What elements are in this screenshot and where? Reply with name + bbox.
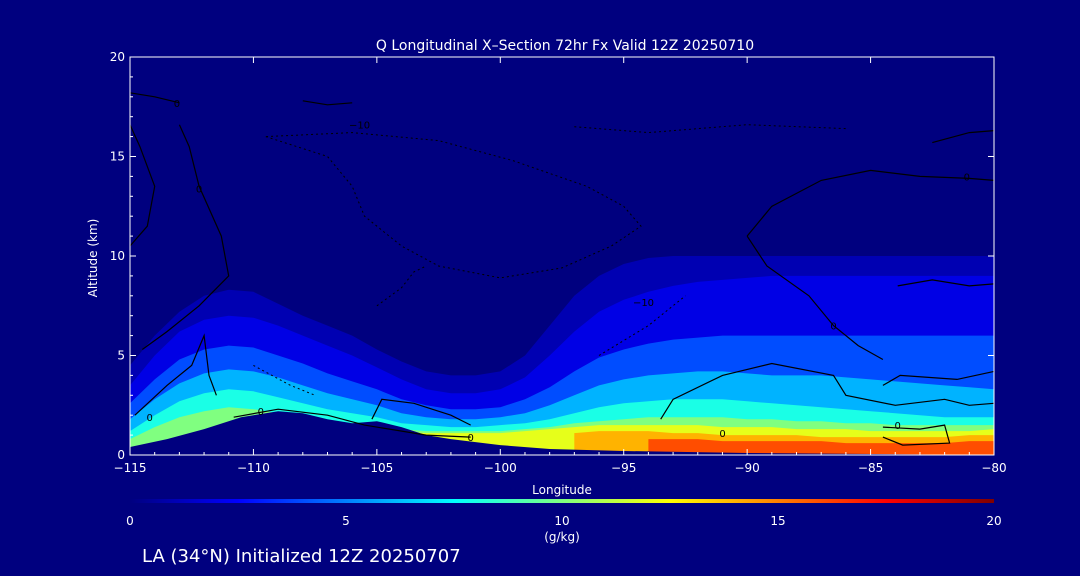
terrain [130,411,994,455]
contour-solid [134,333,217,416]
contour-solid [882,370,995,386]
chart-title: Q Longitudinal X–Section 72hr Fx Valid 1… [376,38,754,54]
contour-label: 0 [258,407,264,418]
contour-solid [882,424,951,446]
contour-label: 0 [830,322,836,333]
contour-solid [141,124,230,350]
contour-solid [746,169,995,237]
x-tick-label: −115 [114,461,147,475]
colorbar [130,499,994,503]
colorbar-tick-label: 5 [342,514,350,528]
contour-label: −10 [349,121,370,132]
contour-solid [932,130,995,144]
contour-label: 0 [719,429,725,440]
y-tick-label: 0 [117,448,125,462]
contour-solid [129,124,156,247]
colorbar-tick-label: 10 [554,514,569,528]
contour-solid [897,279,995,287]
y-tick-label: 5 [117,349,125,363]
y-axis-label: Altitude (km) [86,219,100,298]
contour-label: 0 [174,99,180,110]
contour-solid [371,398,471,426]
contour-labels: 0 0 0 0 0 0 0 0 0 −10 −10 [147,99,970,444]
colorbar-ticks: 0 5 10 15 20 [126,514,1001,528]
x-tick-label: −95 [611,461,636,475]
contour-solid [302,100,353,106]
y-tick-label: 10 [110,249,125,263]
x-tick-label: −90 [734,461,759,475]
y-axis-ticks: 0 5 10 15 20 [110,50,994,462]
contour-dashed [376,265,427,307]
contour-dashed [265,132,642,279]
x-tick-label: −80 [981,461,1006,475]
colorbar-label: (g/kg) [544,530,580,544]
x-axis-ticks: −115 −110 −105 −100 −95 −90 −85 −80 [114,57,1007,475]
contour-label: −10 [633,298,654,309]
colorbar-tick-label: 0 [126,514,134,528]
x-tick-label: −110 [237,461,270,475]
y-tick-label: 20 [110,50,125,64]
contour-solid [746,235,884,361]
contour-label: 0 [147,413,153,424]
x-tick-label: −100 [484,461,517,475]
moisture-fills [130,256,994,455]
contour-solid [660,362,995,420]
x-axis-label: Longitude [532,483,592,497]
contour-solid [129,92,180,104]
contour-label: 0 [468,433,474,444]
init-annotation: LA (34°N) Initialized 12Z 20250707 [142,546,461,567]
contour-lines [129,92,995,446]
x-tick-label: −85 [858,461,883,475]
contour-label: 0 [895,421,901,432]
contour-label: 0 [196,184,202,195]
contour-solid [233,408,471,438]
colorbar-tick-label: 15 [770,514,785,528]
y-tick-label: 15 [110,150,125,164]
colorbar-tick-label: 20 [986,514,1001,528]
contour-label: 0 [964,172,970,183]
plot-area: 0 0 0 0 0 0 0 0 0 −10 −10 [129,56,995,456]
x-tick-label: −105 [360,461,393,475]
moisture-band-q16 [648,439,994,455]
